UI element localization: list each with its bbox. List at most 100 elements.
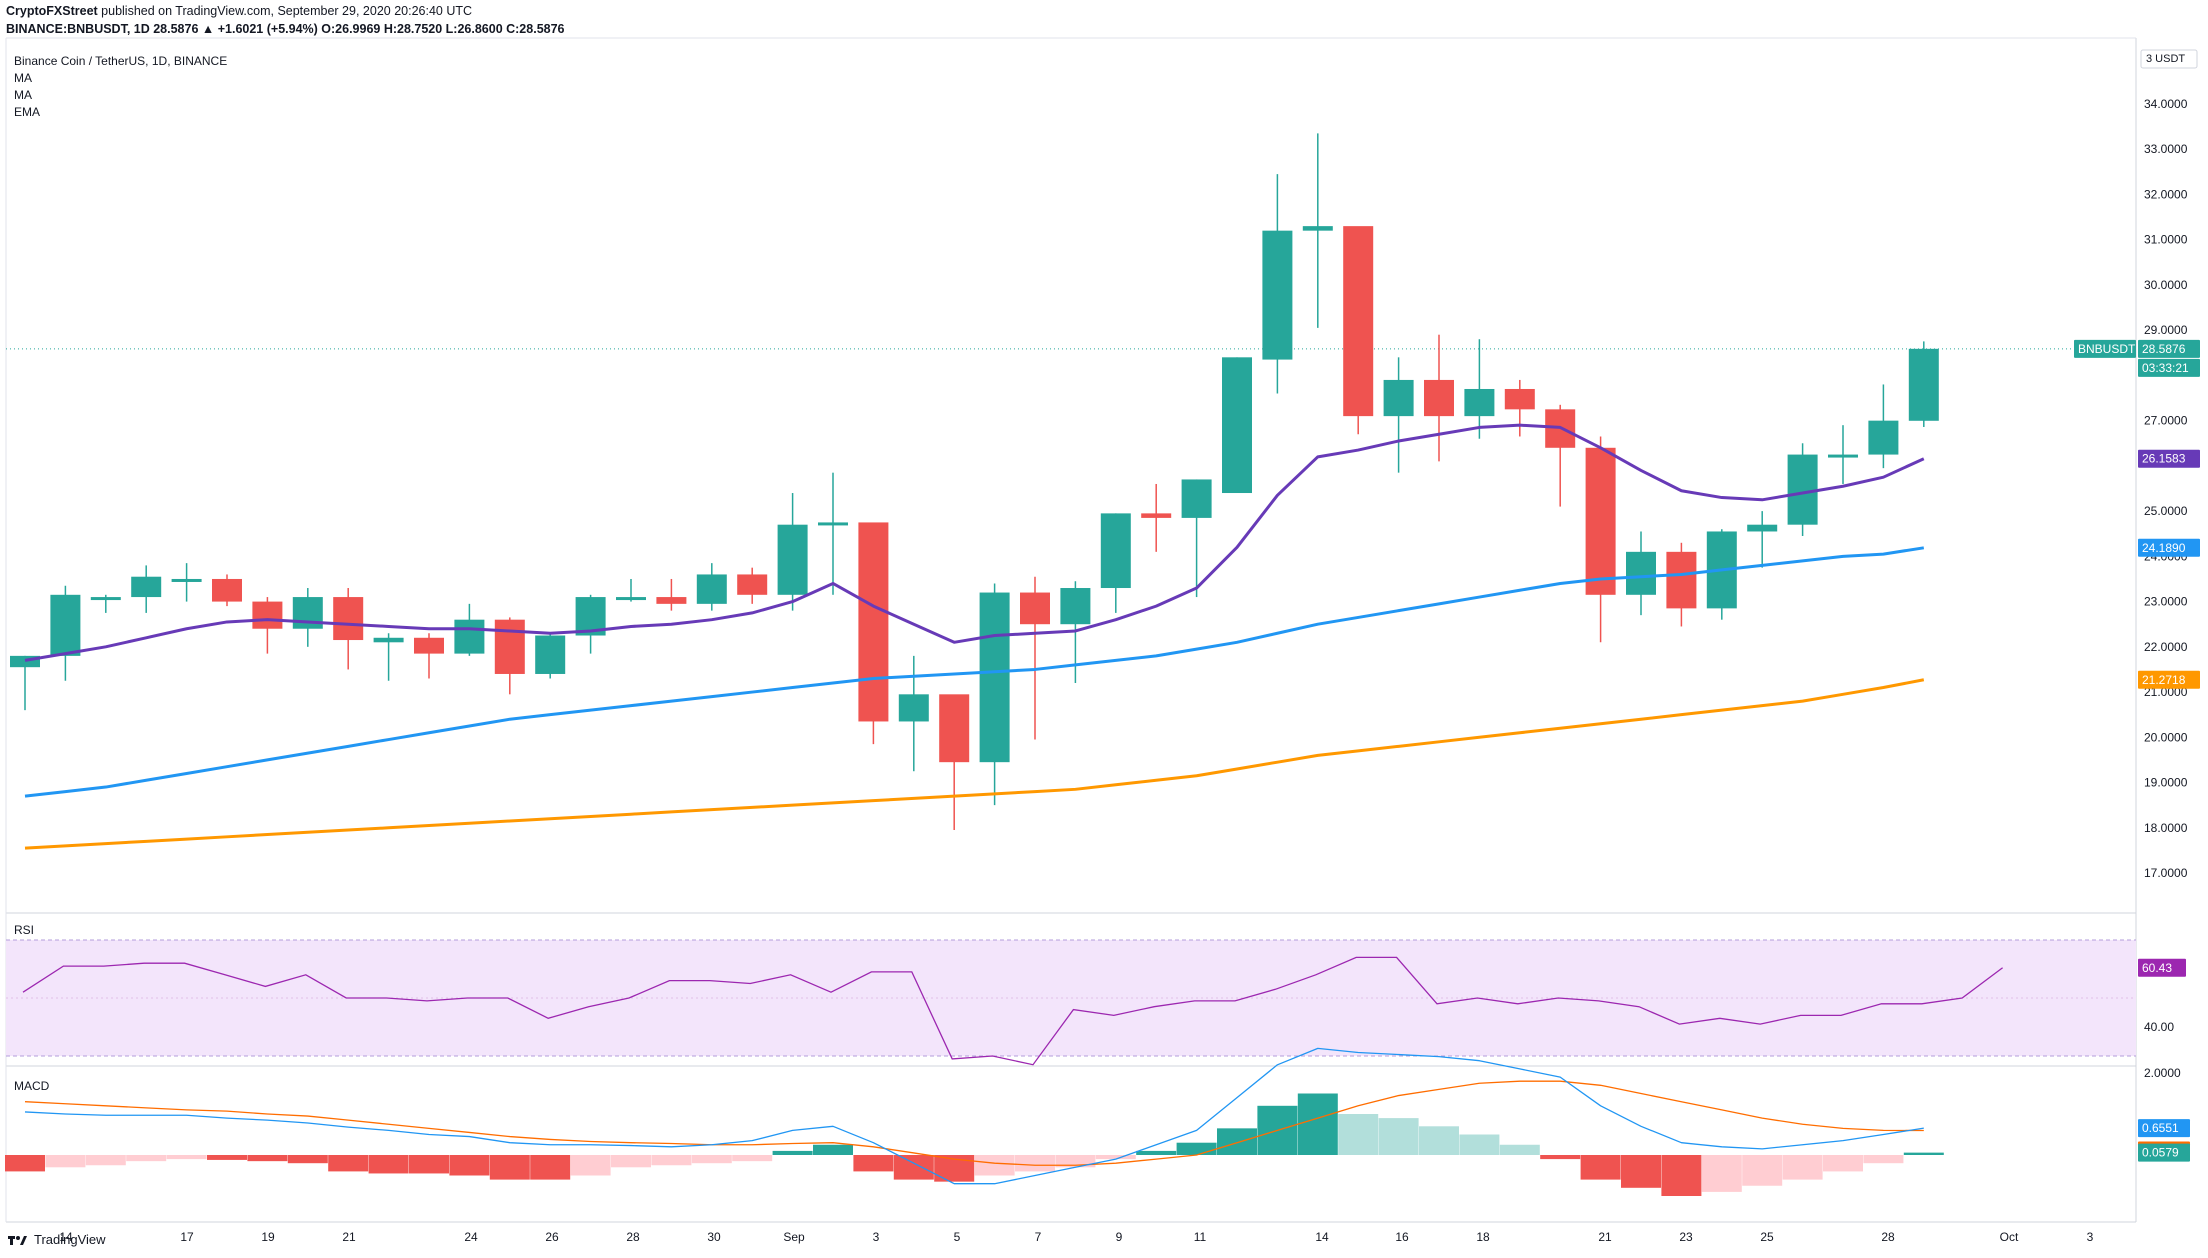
candle-body xyxy=(454,619,485,654)
candle-body xyxy=(1060,588,1091,625)
candle-body xyxy=(1100,513,1131,589)
time-tick-label: 18 xyxy=(1476,1230,1490,1244)
time-axis[interactable]: 14 17 19 21 24 26 28 30 Sep 3 5 7 9 11 14 16 18 21 23 25 28 O… xyxy=(59,1230,2093,1244)
macd-histogram-bar xyxy=(772,1150,813,1155)
macd-histogram-bar xyxy=(1661,1155,1702,1196)
candle-body xyxy=(414,637,444,654)
legend-title: Binance Coin / TetherUS, 1D, BINANCE xyxy=(14,54,227,68)
ema-badge-text: 21.2718 xyxy=(2142,673,2186,687)
macd-histogram-bar xyxy=(5,1155,45,1172)
macd-histogram-bar xyxy=(691,1155,732,1164)
time-tick-label: 7 xyxy=(1035,1230,1042,1244)
time-tick-label: Oct xyxy=(2000,1230,2019,1244)
macd-histogram-bar xyxy=(1863,1155,1904,1164)
time-tick-label: 17 xyxy=(180,1230,194,1244)
rsi-label: RSI xyxy=(14,923,34,937)
macd-histogram-bar xyxy=(570,1155,611,1176)
rsi-tick-label: 40.00 xyxy=(2144,1020,2174,1034)
symbol-ohlc-line: BINANCE:BNBUSDT, 1D 28.5876 ▲ +1.6021 (+… xyxy=(6,22,565,36)
chart-header: CryptoFXStreet published on TradingView.… xyxy=(6,2,565,38)
macd-histogram-bar xyxy=(247,1155,288,1162)
time-tick-label: 28 xyxy=(1881,1230,1895,1244)
candle-body xyxy=(50,594,81,656)
macd-histogram-bar xyxy=(45,1155,86,1168)
macd-histogram-bar xyxy=(893,1155,934,1180)
macd-histogram-bar xyxy=(207,1155,247,1160)
time-tick-label: 25 xyxy=(1760,1230,1774,1244)
last-price-badge-text: 28.5876 xyxy=(2142,342,2186,356)
candlestick-series xyxy=(10,133,1939,831)
price-tick-label: 34.0000 xyxy=(2144,97,2188,111)
macd-histogram-bar xyxy=(813,1144,853,1155)
ema-badge-bg xyxy=(2138,670,2200,689)
rsi-line xyxy=(22,956,2003,1066)
candle-body xyxy=(1626,551,1656,595)
symbol-badge-bg xyxy=(2074,339,2136,358)
macd-histogram-bar xyxy=(1540,1155,1581,1160)
countdown-badge-text: 03:33:21 xyxy=(2142,361,2189,375)
macd-tick-label: 2.0000 xyxy=(2144,1066,2181,1080)
price-tick-label: 31.0000 xyxy=(2144,233,2188,247)
candle-body xyxy=(131,576,162,598)
last-price-badge-bg xyxy=(2138,339,2200,358)
candle-body xyxy=(1302,226,1333,231)
macd-histogram-bar xyxy=(166,1155,207,1160)
price-axis[interactable]: 34.0000 33.0000 32.0000 31.0000 30.0000 29.00… xyxy=(2140,49,2198,1080)
price-tick-label: 23.0000 xyxy=(2144,595,2188,609)
time-tick-label: 11 xyxy=(1194,1230,1207,1244)
price-tick-label: 22.0000 xyxy=(2144,640,2188,654)
rsi-series xyxy=(22,956,2003,1066)
macd-histogram-bar xyxy=(368,1155,409,1174)
candle-body xyxy=(898,694,929,722)
macd-histogram-bar xyxy=(1782,1155,1823,1180)
price-tick-label: 20.0000 xyxy=(2144,730,2188,744)
candle-body xyxy=(1585,447,1616,595)
candle-body xyxy=(1464,388,1495,417)
candle-body xyxy=(818,522,848,526)
symbol-badge-text: BNBUSDT xyxy=(2078,342,2136,356)
macd-badge-bg xyxy=(2138,1119,2190,1138)
candle-body xyxy=(1020,592,1050,625)
candle-body xyxy=(252,601,283,629)
legend-ema[interactable]: EMA xyxy=(14,105,40,119)
publisher-name[interactable]: CryptoFXStreet xyxy=(6,4,98,18)
time-tick-label: Sep xyxy=(783,1230,805,1244)
histogram-badge-bg xyxy=(2138,1143,2190,1162)
price-tick-label: 29.0000 xyxy=(2144,323,2188,337)
macd-histogram-bar xyxy=(611,1155,651,1168)
candle-body xyxy=(494,619,525,674)
candle-body xyxy=(1868,420,1899,455)
price-unit-box xyxy=(2140,49,2198,69)
time-tick-label: 30 xyxy=(707,1230,721,1244)
macd-histogram-bar xyxy=(85,1155,126,1166)
macd-histogram-bar xyxy=(1176,1142,1217,1155)
time-tick-label: 26 xyxy=(545,1230,559,1244)
macd-histogram-bar xyxy=(1378,1118,1419,1155)
legend-ma-2[interactable]: MA xyxy=(14,88,32,102)
macd-series xyxy=(5,1047,1944,1196)
tradingview-brand[interactable]: TradingView xyxy=(8,1232,106,1247)
legend-ma-1[interactable]: MA xyxy=(14,71,32,85)
ma-long-badge-text: 24.1890 xyxy=(2142,541,2186,555)
macd-histogram-bar xyxy=(651,1155,692,1166)
candle-body xyxy=(737,574,768,595)
macd-histogram-bar xyxy=(1095,1155,1136,1160)
macd-histogram-bar xyxy=(1459,1134,1500,1155)
candle-body xyxy=(1262,230,1293,360)
candle-body xyxy=(1383,379,1414,417)
candle-body xyxy=(1343,226,1374,417)
candle-body xyxy=(616,597,646,601)
candle-body xyxy=(10,655,40,668)
candle-body xyxy=(979,592,1010,763)
countdown-badge-bg xyxy=(2138,358,2200,377)
candle-body xyxy=(1181,479,1212,518)
time-tick-label: 3 xyxy=(873,1230,880,1244)
time-tick-label: 19 xyxy=(261,1230,275,1244)
macd-histogram-bar xyxy=(974,1155,1015,1176)
candle-body xyxy=(1504,388,1535,410)
macd-histogram-bar xyxy=(1823,1155,1863,1172)
candle-body xyxy=(939,694,970,763)
time-tick-label: 21 xyxy=(342,1230,356,1244)
ma-long-line xyxy=(24,546,1925,798)
